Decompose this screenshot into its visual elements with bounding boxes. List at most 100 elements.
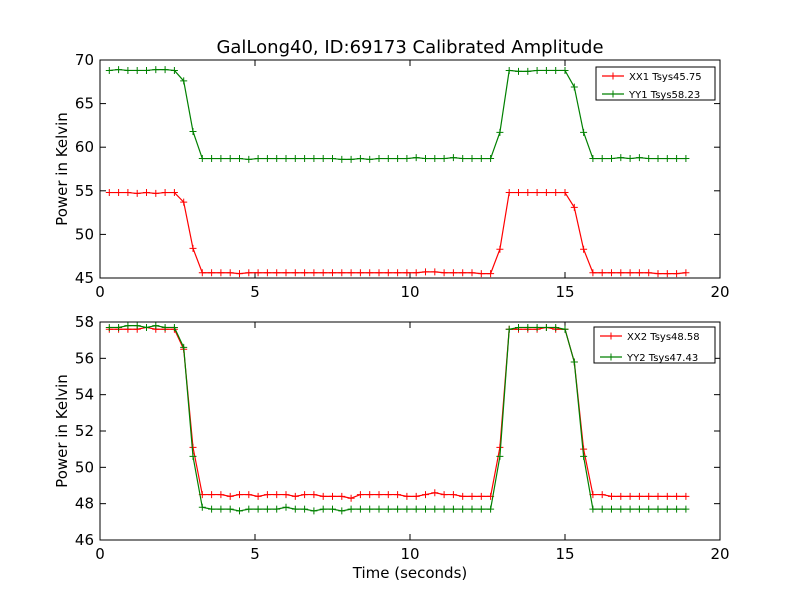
data-point-marker	[570, 203, 578, 211]
y-tick-label: 46	[75, 531, 94, 549]
data-point-marker	[189, 128, 197, 136]
data-point-marker	[347, 505, 355, 513]
data-point-marker	[217, 491, 225, 499]
data-point-marker	[254, 155, 262, 163]
data-point-marker	[635, 269, 643, 277]
data-point-marker	[282, 269, 290, 277]
y-tick-label: 56	[75, 349, 94, 367]
data-point-marker	[133, 189, 141, 197]
data-point-marker	[273, 491, 281, 499]
data-point-marker	[384, 155, 392, 163]
data-point-marker	[217, 505, 225, 513]
data-point-marker	[515, 67, 522, 75]
data-point-marker	[673, 505, 681, 513]
data-point-marker	[487, 505, 495, 513]
data-point-marker	[542, 323, 550, 331]
data-point-marker	[468, 492, 476, 500]
legend-marker	[609, 90, 617, 98]
data-point-marker	[124, 66, 132, 74]
data-point-marker	[310, 269, 318, 277]
y-tick-label: 50	[75, 225, 94, 243]
data-point-marker	[505, 325, 513, 333]
data-point-marker	[626, 505, 634, 513]
data-point-marker	[412, 505, 420, 513]
data-point-marker	[617, 269, 625, 277]
data-point-marker	[273, 155, 281, 163]
data-point-marker	[310, 155, 318, 163]
data-point-marker	[487, 270, 495, 278]
data-point-marker	[133, 66, 141, 74]
data-point-marker	[263, 505, 271, 513]
axes-frame	[99, 321, 721, 541]
data-point-marker	[496, 245, 504, 253]
bottom-plot-panel: 0 5 10 15 20 46 48 50 52 54 56 58 Power in Kelvin Tim…	[53, 313, 730, 582]
data-point-marker	[208, 269, 216, 277]
data-point-marker	[301, 155, 309, 163]
data-point-marker	[542, 189, 550, 197]
legend: XX1 Tsys45.75 YY1 Tsys58.23	[595, 66, 716, 101]
x-tick-label: 20	[710, 545, 729, 563]
data-point-marker	[263, 269, 271, 277]
data-point-marker	[198, 269, 206, 277]
data-point-marker	[422, 268, 429, 276]
data-point-marker	[236, 507, 243, 515]
data-point-marker	[440, 269, 448, 277]
data-point-marker	[208, 155, 216, 163]
data-point-marker	[524, 323, 532, 331]
data-point-marker	[589, 505, 597, 513]
data-point-marker	[366, 155, 374, 163]
y-tick-label: 55	[75, 182, 94, 200]
data-point-marker	[394, 491, 402, 499]
data-point-marker	[459, 269, 467, 277]
data-point-marker	[115, 189, 123, 197]
data-point-marker	[589, 269, 597, 277]
axes-frame	[99, 59, 721, 279]
data-point-marker	[645, 505, 653, 513]
data-point-marker	[617, 492, 625, 500]
data-point-marker	[329, 492, 336, 500]
data-point-marker	[152, 66, 160, 74]
data-point-marker	[468, 505, 476, 513]
data-point-marker	[180, 77, 188, 85]
data-point-marker	[301, 505, 309, 513]
data-point-marker	[189, 452, 197, 460]
data-point-marker	[291, 269, 299, 277]
data-point-marker	[533, 66, 541, 74]
y-tick-label: 50	[75, 458, 94, 476]
data-point-marker	[282, 491, 290, 499]
data-point-marker	[245, 505, 253, 513]
data-point-marker	[366, 505, 374, 513]
legend-marker	[609, 72, 617, 80]
data-point-marker	[170, 323, 178, 331]
data-point-marker	[608, 155, 615, 163]
data-point-marker	[449, 269, 457, 277]
data-point-marker	[431, 268, 439, 276]
data-point-marker	[635, 154, 643, 162]
data-point-marker	[477, 492, 485, 500]
data-point-marker	[468, 155, 476, 163]
data-point-marker	[384, 491, 392, 499]
legend-label: YY1 Tsys58.23	[628, 90, 700, 101]
data-point-marker	[403, 505, 411, 513]
data-point-marker	[673, 270, 681, 278]
data-point-marker	[440, 505, 448, 513]
data-point-marker	[282, 503, 290, 511]
data-point-marker	[422, 155, 429, 163]
data-point-marker	[570, 358, 578, 366]
x-tick-label: 5	[250, 545, 260, 563]
data-point-marker	[663, 505, 671, 513]
legend-label: XX1 Tsys45.75	[629, 72, 702, 83]
data-point-marker	[152, 189, 160, 197]
data-point-marker	[598, 491, 606, 499]
data-point-marker	[133, 322, 141, 330]
data-point-marker	[608, 269, 615, 277]
data-point-marker	[245, 491, 253, 499]
data-point-marker	[217, 269, 225, 277]
data-point-marker	[226, 155, 234, 163]
x-axis-label: Time (seconds)	[352, 564, 468, 582]
chart-title: GalLong40, ID:69173 Calibrated Amplitude	[216, 37, 603, 58]
data-point-marker	[403, 492, 411, 500]
data-point-marker	[394, 269, 402, 277]
data-point-marker	[226, 505, 234, 513]
